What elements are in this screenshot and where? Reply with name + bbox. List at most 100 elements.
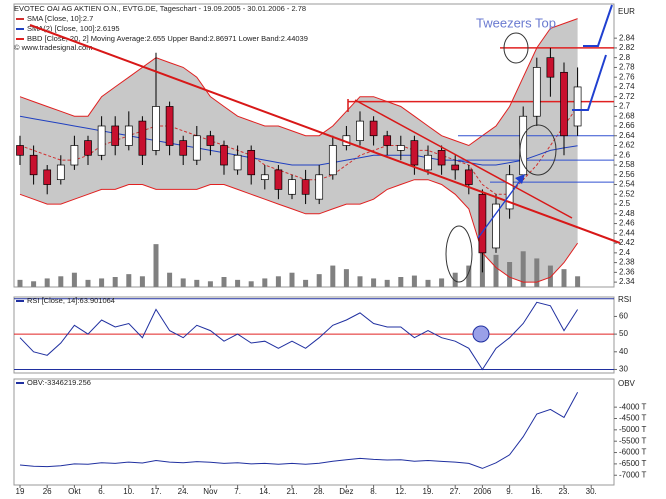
volume-bar (411, 275, 417, 287)
candle-body (383, 135, 392, 146)
volume-bar (207, 281, 213, 287)
volume-bar (371, 278, 377, 287)
volume-bar (71, 272, 77, 287)
x-tick-label: 9. (506, 487, 513, 496)
volume-bar (275, 276, 281, 287)
volume-bar (575, 276, 581, 287)
y-tick-label: -7000 T (619, 470, 647, 479)
volume-bar (58, 276, 64, 287)
volume-bar (452, 272, 458, 287)
candle-body (138, 120, 147, 156)
highlight-circle (472, 325, 490, 343)
candle-body (165, 106, 174, 146)
y-tick-label: 2.58 (619, 160, 635, 169)
volume-bar (153, 244, 159, 287)
legend-label: RSI [Close, 14]:63.901064 (27, 296, 115, 305)
arrow (572, 54, 607, 111)
candle-body (233, 154, 242, 171)
y-tick-label: -5500 T (619, 436, 647, 445)
band-line (19, 179, 579, 283)
candle-body (369, 120, 378, 137)
y-tick-label: -6000 T (619, 448, 647, 457)
candle-body (206, 135, 215, 146)
annotation: Tweezers Top (476, 15, 556, 30)
y-tick-label: 2.46 (619, 219, 635, 228)
candle-body (43, 169, 52, 185)
volume-bar (520, 251, 526, 287)
axis-unit: EUR (618, 7, 635, 16)
x-tick-label: 26 (43, 487, 52, 496)
y-tick-label: 2.68 (619, 111, 635, 120)
drawing-tools (29, 4, 621, 343)
volume-bar (493, 254, 499, 287)
candle-body (451, 164, 460, 171)
x-tick-label: 27. (450, 487, 461, 496)
x-tick-label: Nov (203, 487, 217, 496)
y-tick-label: 2.82 (619, 43, 635, 52)
candle-body (29, 154, 38, 176)
volume-bar (17, 279, 23, 287)
series-line (19, 392, 579, 469)
x-tick-label: 19. (422, 487, 433, 496)
candle-body (97, 125, 106, 156)
legend-label: SMA [Close, 10]:2.7 (27, 14, 93, 23)
candle-body (192, 135, 201, 161)
volume-bar (534, 258, 540, 287)
candle-body (179, 140, 188, 156)
volume-bar (547, 265, 553, 287)
candle-body (532, 67, 541, 117)
x-tick-label: 10. (123, 487, 134, 496)
volume-bar (221, 277, 227, 287)
candle-body (274, 169, 283, 190)
volume-bar (561, 269, 567, 287)
candle-body (288, 179, 296, 195)
y-tick-label: 2.6 (619, 150, 631, 159)
x-tick-label: 17. (150, 487, 161, 496)
x-tick-label: 6. (98, 487, 105, 496)
x-tick-label: 21. (286, 487, 297, 496)
candle-body (410, 140, 419, 166)
candle-body (546, 57, 555, 78)
candle-body (437, 150, 446, 166)
volume-bar (303, 279, 309, 287)
candle-body (260, 174, 269, 181)
highlight-ellipse (519, 124, 557, 176)
y-tick-label: -4500 T (619, 414, 647, 423)
y-tick-label: 40 (619, 347, 628, 356)
trend-line (354, 99, 573, 219)
volume-bar (180, 278, 186, 287)
volume-bar (248, 281, 254, 287)
x-tick-label: 14. (259, 487, 270, 496)
y-tick-label: 2.48 (619, 209, 635, 218)
y-tick-label: 2.4 (619, 248, 631, 257)
x-tick-label: 8. (370, 487, 377, 496)
candle-body (56, 164, 65, 181)
highlight-ellipse (445, 225, 473, 283)
y-tick-label: 2.8 (619, 53, 631, 62)
candle-body (124, 125, 133, 146)
candle-body (247, 150, 256, 176)
x-tick-label: 12. (395, 487, 406, 496)
candle-body (478, 193, 487, 254)
axis-label: OBV (618, 379, 636, 388)
y-tick-label: 2.56 (619, 170, 635, 179)
volume-bar (357, 276, 363, 287)
candle-body (560, 71, 568, 137)
y-tick-label: 30 (619, 365, 628, 374)
x-tick-label: 7. (234, 487, 241, 496)
y-tick-label: 2.5 (619, 199, 631, 208)
y-tick-label: 2.62 (619, 141, 635, 150)
y-tick-label: 2.84 (619, 33, 635, 42)
candle-body (84, 140, 92, 156)
chart-title: EVOTEC OAI AG AKTIEN O.N., EVTG.DE, Tage… (14, 4, 306, 13)
volume-bar (384, 279, 390, 287)
candle-body (315, 174, 324, 200)
y-tick-label: 2.64 (619, 131, 635, 140)
volume-bar (316, 274, 322, 287)
candle-body (396, 145, 405, 151)
volume-bar (167, 272, 173, 287)
legend-label: OBV:-3346219.256 (27, 378, 91, 387)
x-tick-label: 30. (586, 487, 597, 496)
y-tick-label: 2.76 (619, 72, 635, 81)
